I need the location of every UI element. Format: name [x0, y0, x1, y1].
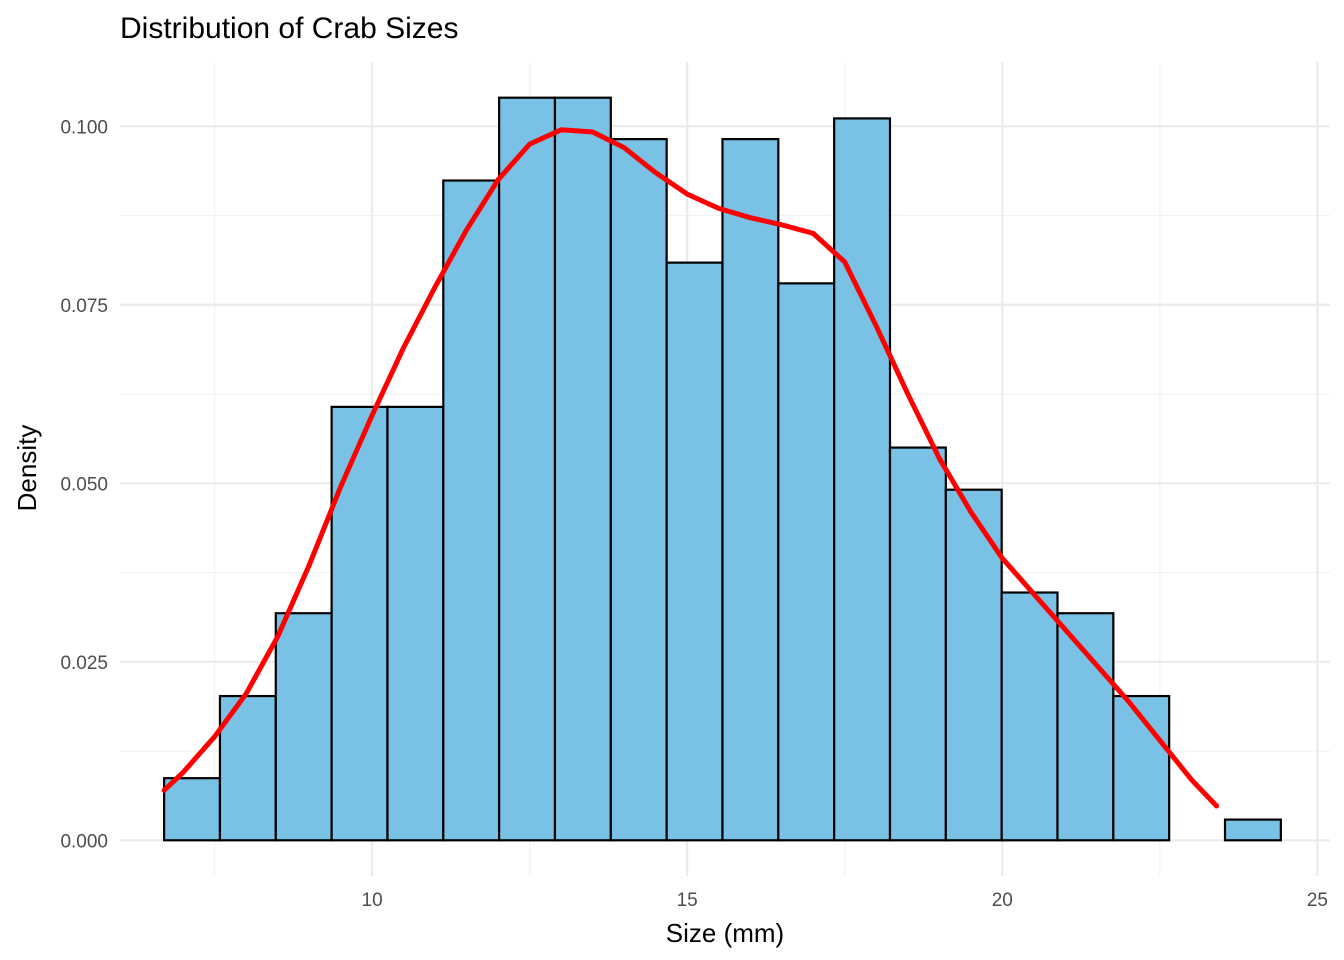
- y-tick-label: 0.050: [60, 474, 108, 495]
- density-curve: [161, 127, 1220, 809]
- histogram-bar: [386, 405, 445, 842]
- x-tick-label: 20: [992, 890, 1013, 911]
- histogram-bar: [1223, 818, 1282, 842]
- y-tick-label: 0.025: [60, 653, 108, 674]
- histogram-bar: [609, 138, 668, 842]
- histogram-bar: [1056, 612, 1115, 842]
- histogram-bars: [163, 96, 1282, 842]
- histogram-bar: [330, 405, 389, 842]
- histogram-bar: [442, 179, 501, 842]
- x-tick-label: 15: [677, 890, 698, 911]
- x-tick-label: 25: [1307, 890, 1328, 911]
- histogram-bar: [888, 446, 947, 842]
- y-tick-label: 0.000: [60, 831, 108, 852]
- histogram-bar: [274, 612, 333, 842]
- x-axis-title: Size (mm): [666, 918, 784, 948]
- histogram-bar: [665, 261, 724, 842]
- histogram-bar: [1000, 591, 1059, 842]
- y-axis-ticks: 0.000 0.025 0.050 0.075 0.100: [60, 117, 108, 852]
- histogram-bar: [833, 117, 892, 842]
- histogram-bar: [777, 282, 836, 842]
- histogram-bar: [498, 96, 557, 842]
- histogram-bar: [944, 488, 1003, 842]
- histogram-bar: [553, 96, 612, 842]
- chart-title: Distribution of Crab Sizes: [120, 12, 458, 45]
- density-curve-layer: [161, 127, 1220, 809]
- y-tick-label: 0.075: [60, 296, 108, 317]
- y-tick-label: 0.100: [60, 117, 108, 138]
- y-axis-title: Density: [12, 425, 42, 512]
- histogram-bar: [721, 138, 780, 842]
- x-tick-label: 10: [362, 890, 383, 911]
- histogram-bar: [163, 777, 222, 842]
- x-axis-ticks: 10 15 20 25: [362, 890, 1328, 911]
